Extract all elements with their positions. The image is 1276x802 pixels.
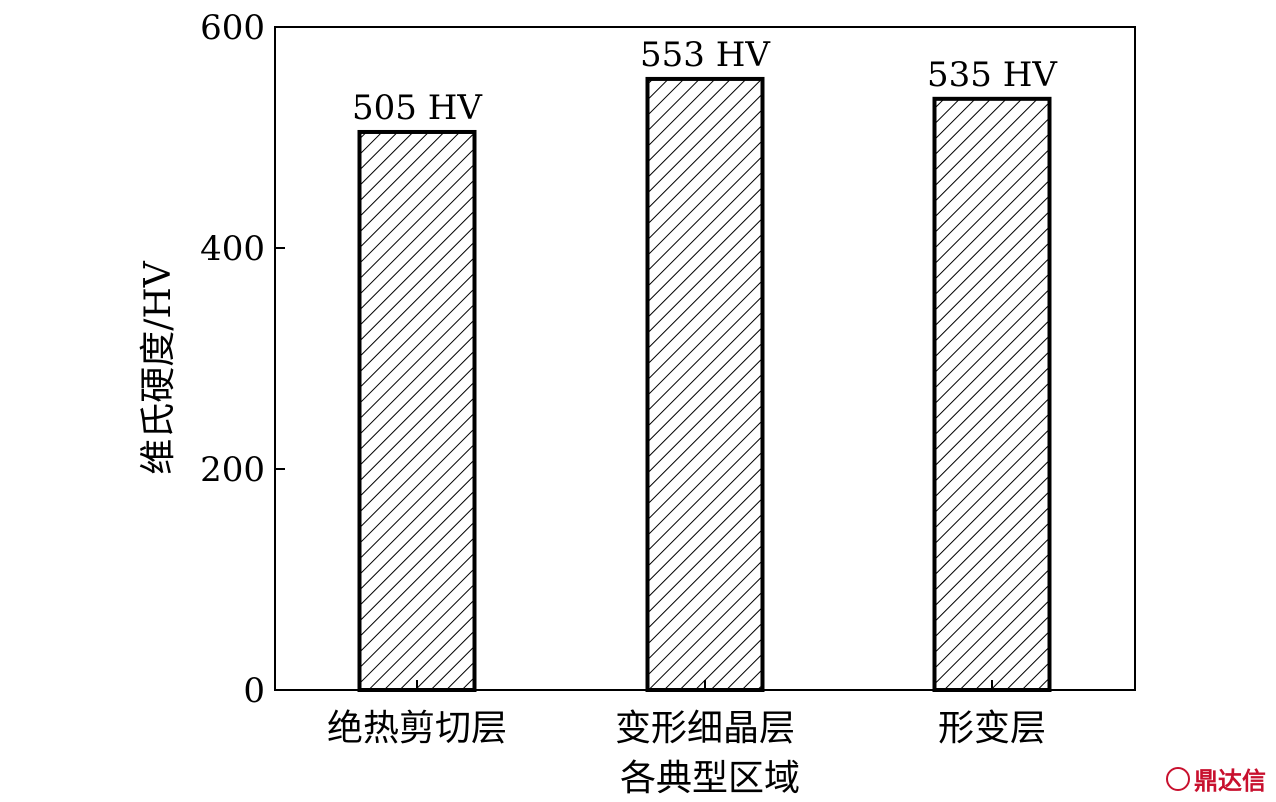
bars: 505 HV 553 HV 535 HV	[352, 35, 1058, 693]
x-axis-title: 各典型区域	[620, 758, 800, 799]
y-tick-label: 600	[200, 8, 265, 48]
y-axis-title: 维氏硬度/HV	[138, 260, 179, 475]
y-tick-label: 200	[200, 450, 265, 490]
watermark-text: 鼎达信	[1194, 767, 1266, 795]
bar-value-label: 553 HV	[640, 35, 771, 75]
y-tick-label: 0	[243, 671, 265, 711]
bar	[645, 76, 765, 692]
bar-value-label: 505 HV	[352, 88, 483, 128]
y-axis: 0 200 400 600	[200, 8, 285, 711]
x-tick-label: 形变层	[938, 708, 1046, 749]
watermark: 鼎达信	[1166, 761, 1266, 796]
y-tick-label: 400	[200, 229, 265, 269]
x-axis: 绝热剪切层 变形细晶层 形变层	[327, 708, 1046, 749]
x-tick-label: 绝热剪切层	[327, 708, 507, 749]
bar	[932, 96, 1052, 692]
x-tick-label: 变形细晶层	[615, 708, 795, 749]
bar-value-label: 535 HV	[927, 55, 1058, 95]
logo-circle-icon	[1166, 766, 1190, 791]
bar	[357, 129, 477, 693]
